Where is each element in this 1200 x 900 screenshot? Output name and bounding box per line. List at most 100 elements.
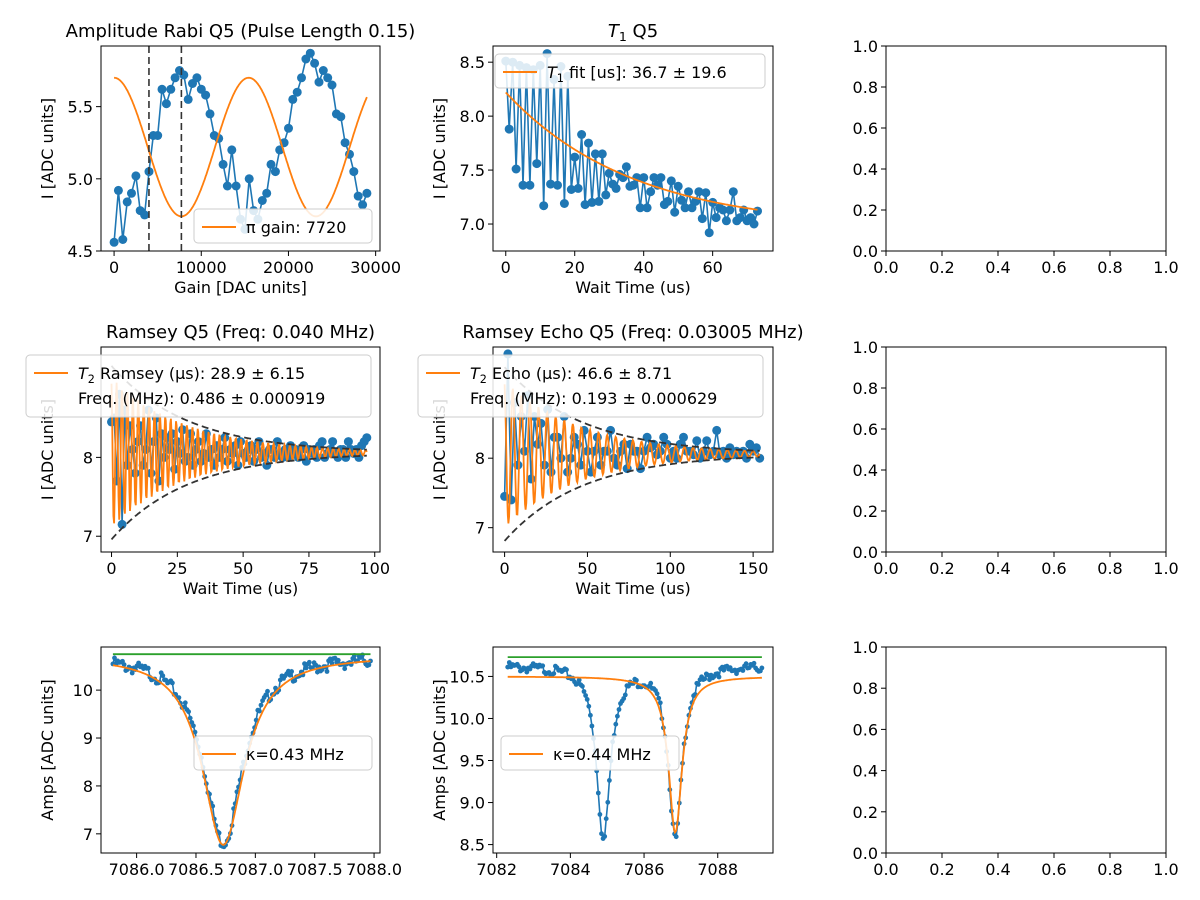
x-tick-label: 0: [501, 258, 511, 277]
plot-area: [505, 656, 765, 841]
legend: κ=0.43 MHz: [193, 735, 373, 771]
data-point: [692, 436, 702, 446]
data-point: [262, 188, 272, 198]
y-tick-label: 9: [83, 729, 93, 748]
data-point: [740, 668, 746, 673]
legend-label: κ=0.44 MHz: [553, 745, 651, 764]
data-point: [546, 179, 556, 189]
y-axis-label: Amps [ADC units]: [430, 679, 449, 820]
panel-t1: 0 20 40 60 7.0 7.5 8.0 8.5 Wait Time (us) I [ADC …: [430, 21, 774, 297]
chart-title: T1 Q5: [608, 21, 658, 44]
data-point: [697, 214, 707, 224]
x-tick-label: 0.2: [929, 258, 954, 277]
legend-label: T2 Ramsey (μs): 28.9 ± 6.15: [78, 364, 305, 386]
data-point: [289, 669, 294, 674]
data-point: [590, 149, 600, 159]
legend-label: Freq. (MHz): 0.486 ± 0.000919: [78, 389, 325, 408]
panel-empty3: 0.0 0.2 0.4 0.6 0.8 1.0 0.0 0.2 0.4 0.6 0.8 1.0: [853, 638, 1179, 879]
panel-ramsey: 0 25 50 75 100 7 8 Wait Time (us) I [ADC units] R…: [25, 322, 390, 598]
x-axis-label: Wait Time (us): [575, 579, 691, 598]
legend: κ=0.44 MHz: [500, 735, 680, 771]
x-tick-label: 20000: [263, 258, 314, 277]
data-point: [117, 519, 127, 529]
y-tick-label: 4.5: [68, 242, 93, 261]
data-point: [649, 173, 659, 183]
data-point: [622, 692, 628, 698]
data-point: [270, 167, 280, 177]
y-tick-label: 7: [475, 519, 485, 538]
y-tick-label: 0.4: [853, 160, 878, 179]
data-point: [518, 180, 528, 190]
data-point: [192, 729, 198, 735]
data-point: [328, 437, 338, 447]
data-point: [601, 190, 611, 200]
y-tick-label: 9.0: [460, 794, 485, 813]
data-point: [670, 207, 680, 217]
data-point: [721, 216, 731, 226]
data-point: [546, 467, 556, 477]
plot-area: [500, 349, 765, 542]
data-point: [310, 58, 320, 68]
data-point: [584, 138, 593, 148]
legend: T1 fit [us]: 36.7 ± 19.6: [494, 53, 766, 89]
data-point: [594, 196, 604, 206]
x-tick-label: 50: [577, 559, 597, 578]
data-point: [222, 181, 232, 191]
panel-empty2: 0.0 0.2 0.4 0.6 0.8 1.0 0.0 0.2 0.4 0.6 0.8 1.0: [853, 338, 1179, 578]
data-point: [654, 691, 660, 697]
x-tick-label: 0.8: [1097, 860, 1122, 879]
data-point: [666, 176, 676, 186]
x-tick-label: 0.0: [873, 258, 898, 277]
axes-frame: [492, 346, 774, 553]
data-point: [606, 425, 616, 435]
y-tick-label: 0.4: [853, 762, 878, 781]
data-point: [602, 834, 608, 839]
y-tick-label: 10.0: [449, 709, 485, 728]
y-tick-label: 1.0: [853, 638, 878, 657]
data-point: [205, 109, 215, 119]
data-point: [580, 200, 590, 210]
panel-empty1: 0.0 0.2 0.4 0.6 0.8 1.0 0.0 0.2 0.4 0.6 0.8 1.0: [853, 37, 1179, 277]
data-point: [551, 671, 557, 676]
data-point: [524, 669, 530, 675]
data-point: [716, 674, 722, 680]
y-tick-label: 8: [83, 777, 93, 796]
data-point: [257, 708, 262, 714]
data-point: [642, 432, 652, 442]
legend: T2 Echo (μs): 46.6 ± 8.71 Freq. (MHz): 0.…: [417, 354, 764, 418]
data-point: [258, 702, 264, 708]
x-tick-label: 1.0: [1153, 559, 1178, 578]
data-point: [605, 799, 611, 805]
fit-line: [505, 91, 758, 211]
data-point: [595, 790, 601, 796]
data-point: [292, 87, 302, 97]
data-point: [702, 676, 708, 682]
data-point: [540, 663, 546, 669]
data-point: [532, 159, 542, 169]
x-axis-label: Wait Time (us): [183, 579, 299, 598]
data-point: [588, 712, 593, 718]
data-point: [584, 697, 590, 702]
data-point: [303, 665, 309, 671]
data-point: [161, 99, 171, 109]
data-point: [573, 183, 583, 193]
chart-title: Ramsey Echo Q5 (Freq: 0.03005 MHz): [462, 322, 803, 343]
axes-frame: [492, 646, 774, 854]
chart-title: Ramsey Q5 (Freq: 0.040 MHz): [106, 322, 375, 343]
data-point: [127, 188, 136, 198]
data-point: [677, 195, 687, 205]
y-tick-label: 0.6: [853, 420, 878, 439]
data-point: [712, 425, 722, 435]
data-point: [718, 205, 728, 215]
legend-box: [417, 354, 764, 418]
data-point: [745, 439, 755, 449]
x-axis-label: Gain [DAC units]: [174, 278, 307, 297]
data-point: [157, 84, 167, 94]
y-tick-label: 10: [73, 681, 93, 700]
data-point: [656, 173, 666, 183]
data-point: [586, 703, 592, 709]
envelope-line: [110, 454, 367, 541]
x-tick-label: 0.6: [1041, 559, 1066, 578]
axes-frame: [885, 646, 1167, 854]
data-point: [673, 834, 679, 840]
